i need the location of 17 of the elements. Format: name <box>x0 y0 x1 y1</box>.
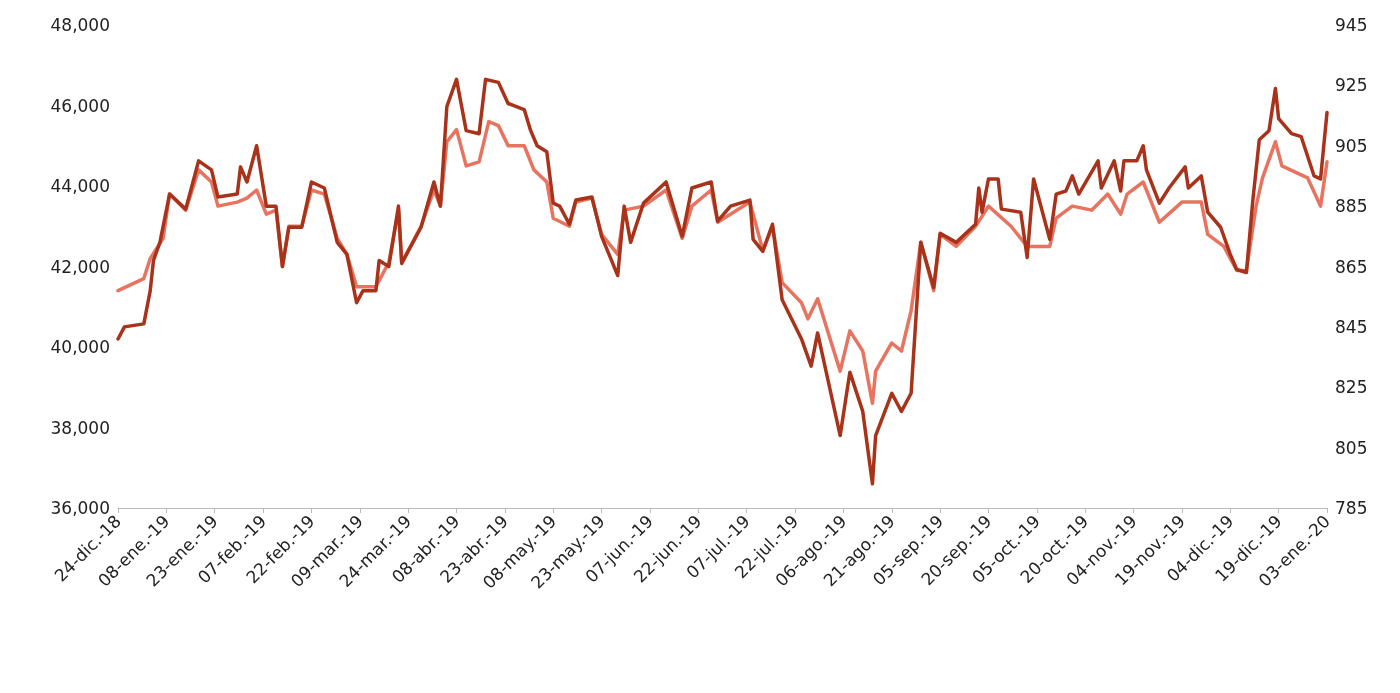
y-tick-label: 42,000 <box>50 256 110 277</box>
y2-tick-label: 785 <box>1335 498 1368 518</box>
y2-tick-label: 825 <box>1335 377 1368 398</box>
y2-tick-label: 865 <box>1335 256 1368 277</box>
y-tick-label: 46,000 <box>50 95 110 116</box>
line-series <box>116 77 1329 486</box>
y2-tick-label: 945 <box>1335 15 1368 35</box>
y2-tick-label: 905 <box>1335 135 1368 156</box>
y-tick-label: 36,000 <box>50 498 110 518</box>
y-tick-label: 40,000 <box>50 337 110 357</box>
y-tick-label: 48,000 <box>50 15 110 35</box>
y2-tick-label: 805 <box>1335 437 1368 458</box>
y2-tick-label: 925 <box>1335 75 1368 96</box>
y2-tick-label: 885 <box>1335 196 1368 217</box>
y-tick-label: 44,000 <box>50 176 110 196</box>
y-tick-label: 38,000 <box>50 417 110 438</box>
y2-tick-label: 845 <box>1335 316 1368 337</box>
